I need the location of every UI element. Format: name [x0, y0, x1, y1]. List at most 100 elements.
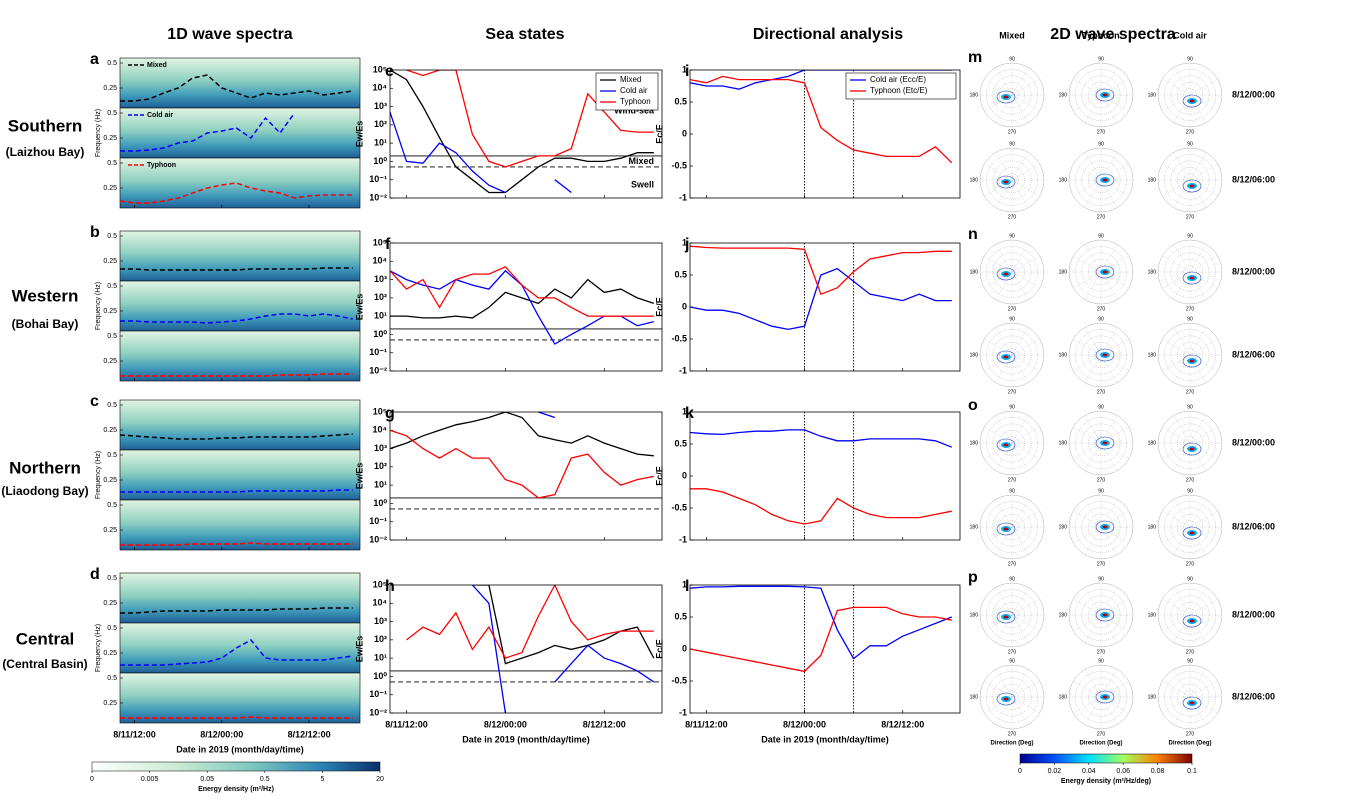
- polar-spoke: [1189, 271, 1207, 300]
- polar-spoke: [1189, 614, 1207, 643]
- polar-spoke: [1173, 244, 1191, 273]
- polar-ring: [1164, 69, 1216, 121]
- spectrum-peak: [1102, 441, 1108, 445]
- polar-spoke: [1189, 510, 1218, 528]
- y-tick-label: 0.25: [103, 427, 117, 434]
- polar-spoke: [1100, 526, 1129, 544]
- spectrum-peak: [1102, 613, 1108, 617]
- polar-spoke: [1189, 614, 1218, 632]
- direction-label: 180: [1148, 524, 1157, 530]
- y-tick-label: 10⁴: [373, 598, 387, 608]
- polar-ring: [992, 75, 1032, 115]
- polar-ring: [1075, 154, 1127, 206]
- direction-label: 270: [1008, 389, 1017, 395]
- polar-spoke: [1189, 526, 1218, 544]
- polar-spoke: [1011, 499, 1029, 528]
- polar-spoke: [1162, 255, 1191, 273]
- polar-ring: [992, 160, 1032, 200]
- polar-spoke: [1073, 426, 1102, 444]
- direction-label: 270: [1186, 214, 1195, 220]
- y-tick-label: 10²: [374, 461, 387, 471]
- direction-label: 180: [970, 269, 979, 275]
- y-tick-label: 0.5: [674, 438, 687, 448]
- polar-spoke: [1073, 78, 1102, 96]
- direction-label: 270: [1008, 561, 1017, 567]
- polar-spoke: [1011, 354, 1040, 372]
- series-line: [406, 70, 654, 168]
- direction-label: 270: [1186, 389, 1195, 395]
- direction-label: 180: [1059, 92, 1068, 98]
- plot-frame: [689, 584, 961, 714]
- y-tick-label: 0.25: [103, 477, 117, 484]
- polar-spoke: [1084, 526, 1102, 555]
- y-tick-label: 0.5: [674, 96, 687, 106]
- polar-ring: [1075, 329, 1127, 381]
- colorbar-tick-label: 0.02: [1048, 768, 1062, 775]
- y-axis-label: Ew/Es: [354, 463, 364, 490]
- spectrum-contour: [1095, 88, 1115, 102]
- polar-spoke: [995, 526, 1013, 555]
- polar-spoke: [984, 163, 1013, 181]
- series-line: [390, 70, 654, 194]
- spectrum-peak: [1003, 355, 1009, 359]
- colorbar-tick-label: 0: [1018, 768, 1022, 775]
- polar-spoke: [1084, 244, 1102, 273]
- y-tick-label: 1: [682, 64, 687, 74]
- polar-ring: [1157, 322, 1223, 388]
- polar-spoke: [1073, 94, 1102, 112]
- direction-label: 180: [1148, 440, 1157, 446]
- series-line: [390, 278, 655, 319]
- polar-spoke: [1173, 696, 1191, 725]
- polar-spoke: [1173, 526, 1191, 555]
- polar-spoke: [995, 94, 1013, 123]
- polar-ring: [1081, 75, 1121, 115]
- polar-spoke: [1100, 354, 1118, 383]
- polar-spoke: [984, 526, 1013, 544]
- y-tick-label: 0.5: [107, 60, 117, 67]
- column-title: 1D wave spectra: [167, 26, 293, 43]
- y-tick-label: 10³: [374, 274, 387, 284]
- spectrum-contour: [996, 522, 1016, 536]
- polar-ring: [1170, 335, 1210, 375]
- direction-label: 90: [1009, 576, 1015, 582]
- row-area: (Laizhou Bay): [6, 145, 85, 159]
- spectrum-background: [119, 157, 361, 209]
- polar-spoke: [1100, 179, 1129, 197]
- spectrum-contour: [1182, 354, 1202, 368]
- y-tick-label: 10⁵: [373, 237, 387, 247]
- polar-spoke: [1162, 510, 1191, 528]
- polar-spoke: [1011, 696, 1040, 714]
- column-title: Sea states: [485, 26, 564, 43]
- direction-label: 180: [1059, 694, 1068, 700]
- polar-spoke: [1100, 327, 1118, 356]
- y-axis-label: Frequency (Hz): [95, 624, 102, 672]
- y-tick-label: 10⁻²: [369, 192, 387, 202]
- polar-spoke: [1189, 696, 1218, 714]
- y-tick-label: 10⁰: [373, 498, 387, 508]
- polar-spoke: [984, 442, 1013, 460]
- polar-spoke: [984, 696, 1013, 714]
- spectrum-peak: [1003, 272, 1009, 276]
- spectrum-contour: [996, 610, 1016, 624]
- spectrum-background: [119, 330, 361, 382]
- series-line: [390, 266, 654, 317]
- y-tick-label: 10⁴: [373, 83, 387, 93]
- y-tick-label: 0.25: [103, 135, 117, 142]
- spectrum-contour: [1182, 179, 1202, 193]
- series-line: [690, 75, 953, 164]
- polar-ring: [1068, 239, 1134, 305]
- polar-spoke: [984, 510, 1013, 528]
- direction-label: 180: [970, 524, 979, 530]
- polar-spoke: [1162, 614, 1191, 632]
- polar-spoke: [1084, 271, 1102, 300]
- spectrum-background: [119, 399, 361, 451]
- polar-spoke: [1189, 179, 1218, 197]
- polar-spoke: [1084, 499, 1102, 528]
- panel-letter: c: [90, 393, 99, 410]
- polar-spoke: [984, 94, 1013, 112]
- polar-column-label: Mixed: [999, 30, 1025, 40]
- legend-box: [845, 72, 957, 100]
- y-tick-label: -1: [679, 192, 687, 202]
- direction-label: 270: [1008, 649, 1017, 655]
- y-tick-label: 10¹: [374, 138, 387, 148]
